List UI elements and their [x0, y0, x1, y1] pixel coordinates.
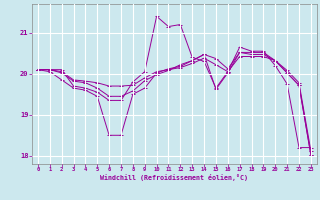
- X-axis label: Windchill (Refroidissement éolien,°C): Windchill (Refroidissement éolien,°C): [100, 174, 248, 181]
